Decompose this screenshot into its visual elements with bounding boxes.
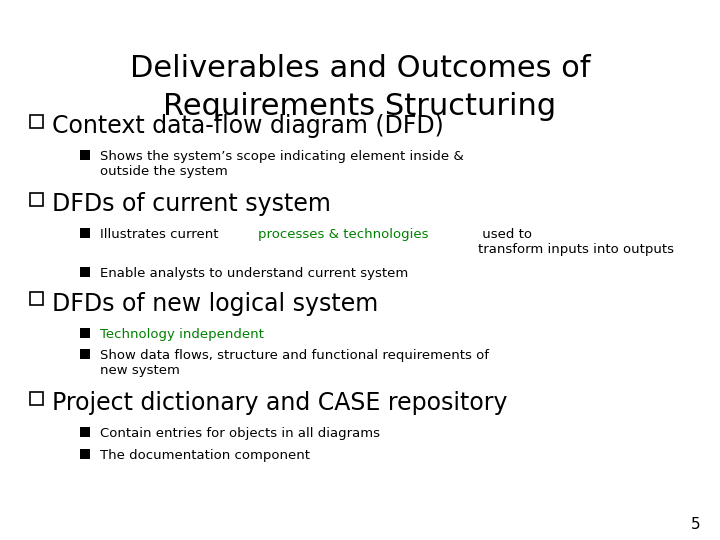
Bar bbox=[80, 327, 90, 338]
Bar bbox=[80, 427, 90, 437]
Bar bbox=[30, 292, 43, 305]
Bar bbox=[30, 192, 43, 206]
Text: Deliverables and Outcomes of: Deliverables and Outcomes of bbox=[130, 54, 590, 83]
Text: used to
transform inputs into outputs: used to transform inputs into outputs bbox=[478, 228, 675, 256]
Bar bbox=[30, 392, 43, 404]
Text: Context data-flow diagram (DFD): Context data-flow diagram (DFD) bbox=[52, 114, 444, 138]
Text: DFDs of new logical system: DFDs of new logical system bbox=[52, 292, 378, 315]
Text: Requirements Structuring: Requirements Structuring bbox=[163, 92, 557, 121]
Text: Show data flows, structure and functional requirements of
new system: Show data flows, structure and functiona… bbox=[100, 349, 489, 377]
Text: Technology independent: Technology independent bbox=[100, 327, 264, 341]
Text: Illustrates current: Illustrates current bbox=[100, 228, 222, 241]
Bar bbox=[80, 150, 90, 160]
Text: Shows the system’s scope indicating element inside &
outside the system: Shows the system’s scope indicating elem… bbox=[100, 150, 464, 178]
Bar bbox=[80, 449, 90, 458]
Bar bbox=[30, 114, 43, 127]
Text: Contain entries for objects in all diagrams: Contain entries for objects in all diagr… bbox=[100, 427, 380, 440]
Bar bbox=[80, 228, 90, 238]
Text: Project dictionary and CASE repository: Project dictionary and CASE repository bbox=[52, 391, 508, 415]
Text: DFDs of current system: DFDs of current system bbox=[52, 192, 331, 216]
Text: The documentation component: The documentation component bbox=[100, 449, 310, 462]
Text: processes & technologies: processes & technologies bbox=[258, 228, 429, 241]
Text: Enable analysts to understand current system: Enable analysts to understand current sy… bbox=[100, 267, 408, 280]
Text: 5: 5 bbox=[690, 517, 700, 532]
Bar bbox=[80, 349, 90, 359]
Bar bbox=[80, 267, 90, 277]
